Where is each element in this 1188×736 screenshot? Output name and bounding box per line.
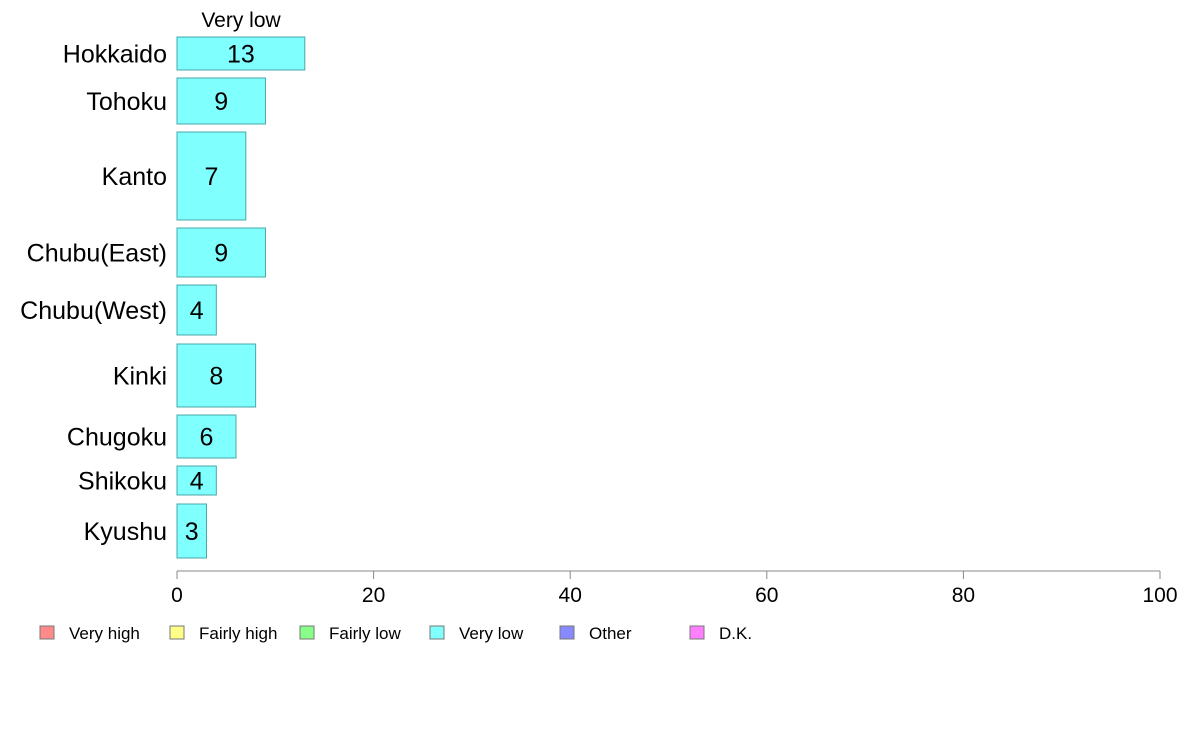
legend: Very high Fairly high Fairly low Very low Ot… bbox=[39, 624, 752, 643]
bar-value-label: 4 bbox=[190, 297, 204, 325]
x-tick-label: 40 bbox=[559, 584, 582, 607]
x-axis: 0 20 40 60 80 100 bbox=[171, 570, 1178, 607]
bar-value-label: 4 bbox=[190, 468, 204, 496]
bar-value-label: 3 bbox=[185, 518, 199, 546]
bar-value-label: 9 bbox=[214, 240, 228, 268]
legend-label: Fairly high bbox=[199, 624, 277, 643]
legend-swatch bbox=[299, 625, 315, 640]
x-tick-label: 60 bbox=[755, 584, 778, 607]
legend-swatch bbox=[169, 625, 185, 640]
bar bbox=[176, 227, 266, 278]
category-label: Tohoku bbox=[86, 88, 167, 116]
category-label: Kanto bbox=[102, 163, 167, 191]
category-label: Kinki bbox=[113, 363, 167, 391]
category-label: Chubu(West) bbox=[20, 297, 167, 325]
series-header-label: Very low bbox=[201, 9, 281, 32]
bar bbox=[176, 503, 207, 559]
category-label: Hokkaido bbox=[63, 41, 167, 69]
series-header: Very low bbox=[201, 9, 281, 32]
category-label: Shikoku bbox=[78, 468, 167, 496]
legend-label: Other bbox=[589, 624, 632, 643]
bar bbox=[176, 414, 237, 459]
bar bbox=[176, 131, 247, 221]
bar bbox=[176, 77, 266, 125]
bar bbox=[176, 36, 306, 71]
legend-swatch bbox=[559, 625, 575, 640]
legend-label: Very low bbox=[459, 624, 524, 643]
legend-swatch bbox=[39, 625, 55, 640]
bar bbox=[176, 465, 217, 496]
category-label: Kyushu bbox=[84, 518, 167, 546]
bar bbox=[176, 343, 257, 408]
category-label: Chubu(East) bbox=[27, 240, 167, 268]
bar-value-label: 9 bbox=[214, 88, 228, 116]
bar-value-label: 8 bbox=[209, 363, 223, 391]
legend-label: Very high bbox=[69, 624, 140, 643]
legend-swatch bbox=[429, 625, 445, 640]
bars: 13 9 7 9 4 8 6 4 3 bbox=[176, 36, 306, 559]
x-tick-label: 0 bbox=[171, 584, 183, 607]
bar-value-label: 13 bbox=[227, 41, 255, 69]
category-labels: Hokkaido Tohoku Kanto Chubu(East) Chubu(West… bbox=[20, 41, 167, 547]
bar bbox=[176, 284, 217, 336]
legend-label: D.K. bbox=[719, 624, 752, 643]
bar-value-label: 6 bbox=[200, 424, 214, 452]
x-tick-label: 100 bbox=[1142, 584, 1177, 607]
bar-value-label: 7 bbox=[204, 163, 218, 191]
legend-label: Fairly low bbox=[329, 624, 402, 643]
x-tick-label: 20 bbox=[362, 584, 385, 607]
legend-swatch bbox=[689, 625, 705, 640]
category-label: Chugoku bbox=[67, 424, 167, 452]
x-tick-label: 80 bbox=[952, 584, 975, 607]
